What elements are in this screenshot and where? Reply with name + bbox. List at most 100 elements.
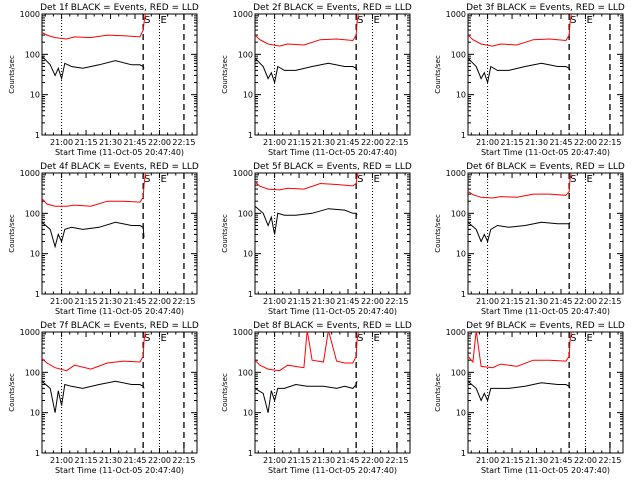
panel-7-ytick-label: 10	[30, 409, 40, 418]
panel-4-xtick-label: 21:00	[50, 297, 73, 306]
panel-7-ytick-label: 1	[35, 449, 40, 458]
panel-8-xtick-label: 22:15	[385, 456, 408, 465]
panel-3-xtick-label: 22:15	[598, 138, 621, 147]
panel-5-frame	[254, 172, 411, 295]
panel-5-xtick-label: 21:45	[336, 297, 359, 306]
panel-7-xtick-label: 21:45	[123, 456, 146, 465]
panel-1-xtick-label: 21:00	[50, 138, 73, 147]
panel-9-frame	[467, 331, 624, 454]
panel-9-ytick-label: 1000	[446, 328, 466, 337]
panel-7-xlabel: Start Time (11-Oct-05 20:47:40)	[55, 466, 184, 475]
panel-2-ytick-label: 10	[243, 91, 253, 100]
panel-7-ytick-label: 100	[25, 368, 40, 377]
panel-4-ytick-label: 1000	[20, 169, 40, 178]
panel-9-xtick-label: 22:15	[598, 456, 621, 465]
panel-1-ylabel: Counts/sec	[8, 55, 16, 94]
panel-9-series-lld	[468, 332, 572, 369]
panel-1-xlabel: Start Time (11-Oct-05 20:47:40)	[55, 148, 184, 157]
panel-5-series-lld	[255, 173, 359, 191]
panel-7-xtick-label: 21:00	[50, 456, 73, 465]
panel-3-ytick-label: 1	[461, 131, 466, 140]
panel-1-ytick-label: 10	[30, 91, 40, 100]
panel-5-ytick-label: 10	[243, 250, 253, 259]
panel-2-marker-end: E	[373, 15, 379, 26]
panel-1-xtick-label: 22:15	[172, 138, 195, 147]
panel-3-ytick-label: 1000	[446, 10, 466, 19]
panel-4-ytick-label: 1	[35, 290, 40, 299]
panel-1: Det 1f BLACK = Events, RED = LLD 1 10 100 10…	[8, 3, 199, 157]
panel-1-xtick-label: 21:30	[99, 138, 122, 147]
panel-6-series-events	[468, 221, 571, 243]
panel-7-xtick-label: 22:00	[148, 456, 171, 465]
panel-2-series-events	[255, 57, 358, 85]
panel-6-marker-start: S	[570, 174, 576, 185]
panel-8-frame	[254, 331, 411, 454]
panel-4-title: Det 4f BLACK = Events, RED = LLD	[40, 162, 199, 172]
panel-5-xtick-label: 22:15	[385, 297, 408, 306]
panel-5: Det 5f BLACK = Events, RED = LLD 1 10 100 10…	[221, 162, 412, 316]
panel-8-ytick-label: 1000	[233, 328, 253, 337]
panel-3-ylabel: Counts/sec	[434, 55, 442, 94]
panel-8-xtick-label: 21:00	[263, 456, 286, 465]
panel-9-xtick-label: 21:15	[501, 456, 524, 465]
panel-5-ylabel: Counts/sec	[221, 214, 229, 253]
panel-3-xtick-label: 22:00	[574, 138, 597, 147]
panel-9-xtick-label: 21:30	[525, 456, 548, 465]
panel-2-marker-start: S	[357, 15, 363, 26]
panel-9-marker-start: S	[570, 333, 576, 344]
panel-2-ytick-label: 1	[248, 131, 253, 140]
panel-9-xtick-label: 21:45	[549, 456, 572, 465]
panel-3-xtick-label: 21:30	[525, 138, 548, 147]
panel-5-series-events	[255, 205, 358, 235]
panel-4-xtick-label: 22:15	[172, 297, 195, 306]
panel-6-xtick-label: 22:15	[598, 297, 621, 306]
panel-8-ytick-label: 10	[243, 409, 253, 418]
panel-6-xtick-label: 21:00	[476, 297, 499, 306]
panel-2-ytick-label: 1000	[233, 10, 253, 19]
panel-2-xtick-label: 21:30	[312, 138, 335, 147]
panel-6-xtick-label: 21:45	[549, 297, 572, 306]
panel-3-xtick-label: 21:45	[549, 138, 572, 147]
panel-2-series-lld	[255, 14, 359, 47]
panel-1-marker-end: E	[160, 15, 166, 26]
panel-2-xtick-label: 21:15	[288, 138, 311, 147]
panel-1-marker-start: S	[144, 15, 150, 26]
panel-8-xtick-label: 21:15	[288, 456, 311, 465]
panel-7-marker-start: S	[144, 333, 150, 344]
panel-5-xtick-label: 21:15	[288, 297, 311, 306]
panel-2: Det 2f BLACK = Events, RED = LLD 1 10 100 10…	[221, 3, 412, 157]
panel-5-marker-end: E	[373, 174, 379, 185]
panel-8-ylabel: Counts/sec	[221, 373, 229, 412]
panel-7-xtick-label: 21:15	[75, 456, 98, 465]
panel-1-title: Det 1f BLACK = Events, RED = LLD	[40, 3, 199, 13]
panel-5-xtick-label: 21:00	[263, 297, 286, 306]
panel-4-xtick-label: 21:15	[75, 297, 98, 306]
panel-6-ytick-label: 100	[451, 209, 466, 218]
panel-8-series-events	[255, 381, 358, 413]
panel-1-series-lld	[42, 14, 146, 40]
panel-7-xtick-label: 21:30	[99, 456, 122, 465]
panel-4-xlabel: Start Time (11-Oct-05 20:47:40)	[55, 307, 184, 316]
panel-2-title: Det 2f BLACK = Events, RED = LLD	[253, 3, 412, 13]
panel-9-title: Det 9f BLACK = Events, RED = LLD	[466, 321, 625, 331]
panel-4-marker-start: S	[144, 174, 150, 185]
panel-8-title: Det 8f BLACK = Events, RED = LLD	[253, 321, 412, 331]
panel-8-xtick-label: 21:30	[312, 456, 335, 465]
panel-7-marker-end: E	[160, 333, 166, 344]
panel-4-ytick-label: 10	[30, 250, 40, 259]
panel-4-ytick-label: 100	[25, 209, 40, 218]
panel-3-series-lld	[468, 14, 572, 47]
panel-8-series-lld	[255, 332, 359, 372]
panel-5-xlabel: Start Time (11-Oct-05 20:47:40)	[268, 307, 397, 316]
panel-5-ytick-label: 1000	[233, 169, 253, 178]
panel-5-ytick-label: 1	[248, 290, 253, 299]
panel-9-marker-end: E	[586, 333, 592, 344]
panel-3-xlabel: Start Time (11-Oct-05 20:47:40)	[481, 148, 610, 157]
panel-9: Det 9f BLACK = Events, RED = LLD 1 10 100 10…	[434, 321, 625, 475]
panel-6-xtick-label: 22:00	[574, 297, 597, 306]
panel-3-marker-start: S	[570, 15, 576, 26]
panel-2-xtick-label: 22:00	[361, 138, 384, 147]
panel-3: Det 3f BLACK = Events, RED = LLD 1 10 100 10…	[434, 3, 625, 157]
panel-5-marker-start: S	[357, 174, 363, 185]
panel-3-frame	[467, 13, 624, 136]
